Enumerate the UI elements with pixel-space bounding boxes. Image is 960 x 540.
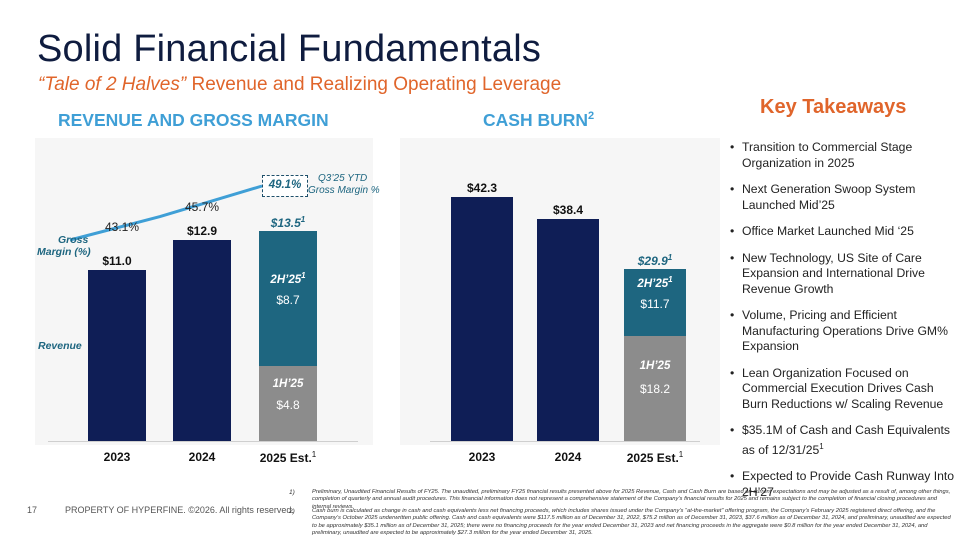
revenue-value-label: $11.0 [102, 253, 132, 268]
gross-margin-label-2024: 45.7% [184, 200, 220, 214]
cash-burn-x-tick: 2023 [468, 450, 496, 464]
cash-2h-label: 2H’251 [637, 274, 673, 290]
revenue-value-label: $12.9 [186, 224, 218, 239]
superscript-mark: 1 [311, 450, 317, 459]
footnote-1-number: 1) [289, 489, 295, 496]
cash-burn-section-title: CASH BURN2 [483, 110, 594, 131]
revenue-x-tick: 2023 [103, 450, 131, 464]
cash-burn-x-tick: 2025 Est.1 [626, 450, 684, 465]
footnote-2: Cash burn is calculated as change in cas… [312, 508, 951, 536]
cash-burn-title-sup: 2 [588, 110, 595, 123]
revenue-section-title: REVENUE AND GROSS MARGIN [58, 110, 329, 130]
cash-burn-x-tick: 2024 [554, 450, 582, 464]
takeaway-sup: 1 [819, 441, 824, 451]
takeaway-item: $35.1M of Cash and Cash Equivalents as o… [730, 423, 955, 458]
superscript-mark: 1 [667, 252, 673, 262]
superscript-mark: 1 [668, 274, 673, 284]
revenue-1h-value: $4.8 [276, 398, 300, 413]
cash-burn-bar-2023 [451, 197, 513, 441]
revenue-2h-value: $8.7 [276, 293, 300, 307]
cash-burn-value-label: $29.91 [637, 252, 673, 268]
property-notice: PROPERTY OF HYPERFINE. ©2026. All rights… [65, 505, 294, 515]
revenue-bar-2025-1h [259, 366, 317, 441]
cash-burn-title-text: CASH BURN [483, 110, 588, 130]
key-takeaways-title: Key Takeaways [760, 96, 907, 118]
cash-burn-baseline [430, 441, 700, 442]
gross-margin-annotation-line2: Gross Margin % [308, 185, 380, 196]
cash-burn-bar-2024 [537, 219, 599, 441]
gross-margin-annotation-line1: Q3’25 YTD [318, 173, 368, 184]
revenue-bar-2024 [173, 240, 231, 441]
revenue-x-tick: 2025 Est.1 [259, 450, 317, 465]
key-takeaways-list: Transition to Commercial Stage Organizat… [730, 140, 955, 511]
slide-subtitle: “Tale of 2 Halves” Revenue and Realizing… [38, 74, 561, 96]
revenue-2h-label: 2H’251 [270, 271, 306, 286]
subtitle-rest: Revenue and Realizing Operating Leverage [186, 74, 562, 95]
slide-title: Solid Financial Fundamentals [37, 28, 542, 70]
cash-burn-bar-2025-1h [624, 336, 686, 441]
revenue-x-tick: 2024 [188, 450, 216, 464]
takeaway-item: New Technology, US Site of Care Expansio… [730, 251, 955, 298]
revenue-baseline [48, 441, 358, 442]
cash-burn-value-label: $38.4 [552, 203, 584, 218]
gross-margin-label-2025: 49.1% [262, 175, 308, 197]
gross-margin-side-label-1: Gross [58, 234, 89, 246]
cash-1h-label: 1H’25 [639, 360, 671, 373]
footnote-2-number: 2) [289, 508, 295, 515]
takeaway-text: $35.1M of Cash and Cash Equivalents as o… [742, 423, 950, 457]
superscript-mark: 1 [301, 271, 306, 280]
revenue-1h-label: 1H’25 [272, 378, 304, 391]
takeaway-item: Transition to Commercial Stage Organizat… [730, 140, 955, 171]
revenue-bar-2025-2h [259, 231, 317, 367]
cash-2h-value: $11.7 [640, 296, 670, 311]
superscript-mark: 1 [678, 450, 684, 459]
takeaway-item: Lean Organization Focused on Commercial … [730, 366, 955, 413]
gross-margin-label-2023: 43.1% [104, 220, 140, 234]
subtitle-italic: “Tale of 2 Halves” [38, 74, 187, 95]
cash-burn-bar-2025-2h [624, 268, 686, 336]
takeaway-item: Next Generation Swoop System Launched Mi… [730, 182, 955, 213]
superscript-mark: 1 [300, 215, 306, 224]
cash-burn-value-label: $42.3 [466, 181, 498, 195]
gross-margin-side-label-2: Margin (%) [37, 246, 91, 258]
footnote-1: Preliminary, Unaudited Financial Results… [312, 489, 951, 510]
takeaway-item: Volume, Pricing and Efficient Manufactur… [730, 308, 955, 355]
cash-1h-value: $18.2 [639, 382, 671, 397]
page-number: 17 [27, 505, 38, 515]
revenue-bar-2023 [88, 269, 146, 441]
revenue-side-label: Revenue [38, 340, 82, 352]
takeaway-item: Office Market Launched Mid ‘25 [730, 224, 955, 240]
takeaway-item: Expected to Provide Cash Runway Into 2H’… [730, 469, 955, 500]
revenue-value-label: $13.51 [270, 215, 306, 230]
